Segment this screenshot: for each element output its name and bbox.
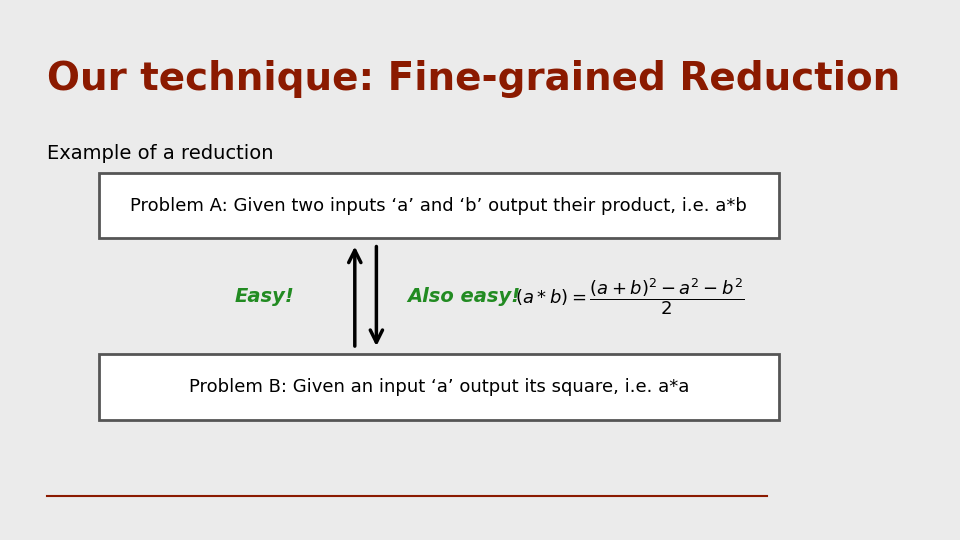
Text: Also easy!: Also easy!: [407, 287, 520, 306]
Text: Problem B: Given an input ‘a’ output its square, i.e. a*a: Problem B: Given an input ‘a’ output its…: [188, 378, 689, 396]
Text: Easy!: Easy!: [235, 287, 295, 306]
FancyBboxPatch shape: [99, 354, 779, 420]
FancyBboxPatch shape: [99, 173, 779, 239]
Text: $(a * b) = \dfrac{(a + b)^2 - a^2 - b^2}{2}$: $(a * b) = \dfrac{(a + b)^2 - a^2 - b^2}…: [515, 276, 745, 316]
Text: Problem A: Given two inputs ‘a’ and ‘b’ output their product, i.e. a*b: Problem A: Given two inputs ‘a’ and ‘b’ …: [131, 197, 747, 214]
Text: Example of a reduction: Example of a reduction: [47, 144, 274, 163]
Text: Our technique: Fine-grained Reduction: Our technique: Fine-grained Reduction: [47, 59, 900, 98]
